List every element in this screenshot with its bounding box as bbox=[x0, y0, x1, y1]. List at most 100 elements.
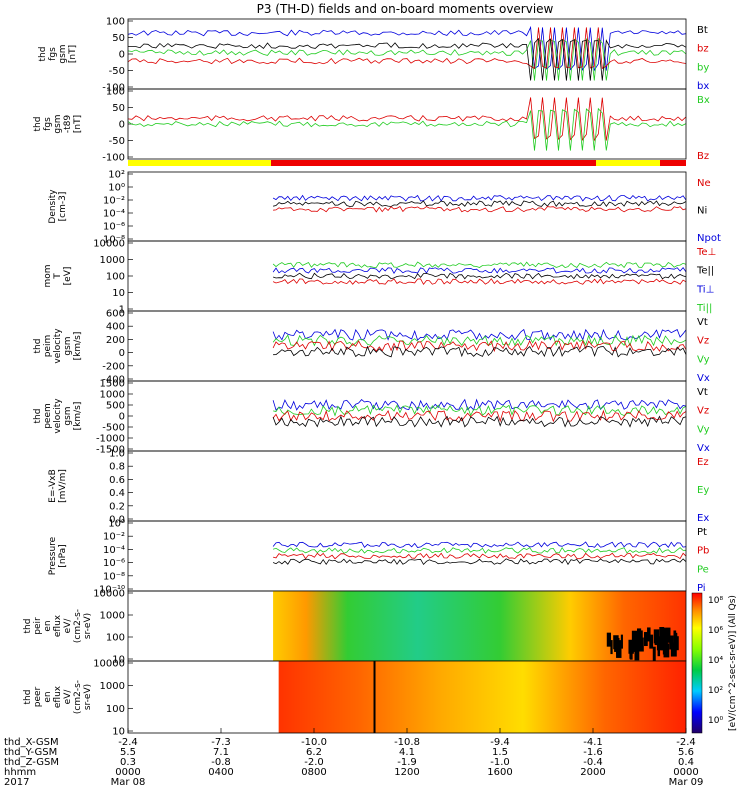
ytick-label: -1500 bbox=[96, 445, 125, 456]
ephemeris-value: 5.5 bbox=[120, 747, 136, 758]
spectrogram-gap bbox=[613, 635, 619, 650]
ytick-label: -100 bbox=[102, 83, 125, 94]
panel-peer: 10000 1000 100 10 thd peer en eflux eV/(cm2-s-sr… bbox=[23, 659, 687, 738]
xtick-label: 2000 bbox=[580, 767, 605, 778]
ylabel-line: [nT] bbox=[73, 115, 83, 133]
ylabel-line: mom bbox=[43, 264, 53, 287]
ephemeris-value: 0.4 bbox=[678, 757, 694, 768]
legend-Vx: Vx bbox=[697, 443, 710, 454]
ylabel-line: gsm bbox=[58, 44, 68, 63]
series-line bbox=[272, 194, 687, 202]
xtick-label: 0000 bbox=[673, 767, 698, 778]
series-line bbox=[272, 398, 687, 411]
panel-density: 10² 10⁰ 10⁻² 10⁻⁴ 10⁻⁶ 10⁻⁸ Density [cm-3] Ne Ni N… bbox=[48, 170, 721, 246]
legend-Vy: Vy bbox=[697, 354, 710, 365]
ylabel-line: [km/s] bbox=[73, 332, 83, 361]
ephemeris-value: -9.4 bbox=[490, 737, 510, 748]
ytick-label: 100 bbox=[106, 704, 125, 715]
ylabel-line: gsm bbox=[63, 336, 73, 355]
ylabel-line: thd bbox=[33, 117, 43, 132]
colorbar-tick: 10⁰ bbox=[708, 716, 723, 726]
ylabel-line: [nT] bbox=[68, 45, 78, 63]
spectrogram-gap bbox=[663, 643, 670, 658]
spectrogram-gap bbox=[652, 646, 656, 661]
legend-Npot: Npot bbox=[697, 233, 721, 244]
spectrogram-gap bbox=[660, 627, 666, 642]
ylabel-line: peim bbox=[43, 335, 53, 358]
legend-by: by bbox=[697, 62, 709, 73]
ylabel-line: sr-eV) bbox=[83, 613, 93, 639]
spectrogram-gap bbox=[373, 661, 376, 733]
ylabel-line: peem bbox=[43, 403, 53, 429]
panel-temp: 10000 1000 100 10 1 mom T [eV] Te⊥ Te|| Ti⊥ Ti|| bbox=[43, 239, 716, 316]
series-line bbox=[272, 328, 687, 341]
ytick-label: -50 bbox=[109, 136, 125, 147]
ytick-label: 200 bbox=[106, 335, 125, 346]
series-line bbox=[272, 541, 687, 548]
ytick-label: -400 bbox=[102, 375, 125, 386]
panel-peim_v: 600 400 200 0 -200 -400 thd peim velocity gsm [km/… bbox=[33, 309, 710, 386]
ytick-label: 400 bbox=[106, 322, 125, 333]
ytick-label: 10⁻¹⁰ bbox=[99, 585, 125, 596]
ytick-label: 100 bbox=[106, 272, 125, 283]
series-line bbox=[272, 552, 687, 560]
ytick-label: 10⁻⁶ bbox=[103, 222, 125, 233]
legend-Pt: Pt bbox=[697, 527, 707, 538]
ytick-label: 10⁻² bbox=[103, 532, 125, 543]
ephemeris-value: 1.5 bbox=[492, 747, 508, 758]
ylabel-line: eV/ bbox=[63, 689, 73, 705]
xtick-label: 0400 bbox=[208, 767, 233, 778]
ylabel-line: (cm2-s- bbox=[73, 609, 83, 643]
ytick-label: 1500 bbox=[100, 379, 125, 390]
series-line bbox=[127, 37, 687, 81]
series-line bbox=[272, 278, 687, 286]
ytick-label: -1000 bbox=[96, 434, 125, 445]
ephemeris-value: 0.3 bbox=[120, 757, 136, 768]
colorbar-tick: 10² bbox=[708, 686, 723, 696]
mode-bar-fast-late bbox=[660, 160, 686, 166]
ytick-label: 10 bbox=[112, 727, 125, 738]
panel-frame bbox=[127, 310, 687, 382]
spectrogram-gap bbox=[629, 644, 632, 659]
series-line bbox=[127, 37, 687, 81]
ytick-label: 50 bbox=[112, 103, 125, 114]
ephemeris-value: 6.2 bbox=[306, 747, 322, 758]
legend-Ex: Ex bbox=[697, 513, 709, 524]
panel-fgs: 100 50 0 -50 -100 thd fgs gsm [nT] Bt bz by bx bbox=[38, 17, 709, 94]
legend-Ne: Ne bbox=[697, 178, 711, 189]
panel-efield: 1.0 0.8 0.6 0.4 0.2 0.0 E=-VxB [mV/m] Ez Ey Ex bbox=[48, 449, 709, 526]
ytick-label: 600 bbox=[106, 309, 125, 320]
spectrogram-gap bbox=[638, 637, 644, 652]
ytick-label: 10⁻⁸ bbox=[103, 571, 125, 582]
series-line bbox=[272, 267, 687, 274]
ytick-label: 10⁻⁸ bbox=[103, 235, 125, 246]
ytick-label: 0 bbox=[119, 412, 125, 423]
ylabel-line: en bbox=[43, 620, 53, 631]
colorbar: 10⁸ 10⁶ 10⁴ 10² 10⁰ [eV/(cm^2-sec-sr-eV)] (A… bbox=[691, 592, 738, 734]
colorbar-tick: 10⁶ bbox=[708, 626, 723, 636]
ytick-label: 1.0 bbox=[109, 449, 125, 460]
ephemeris-value: -1.9 bbox=[397, 757, 417, 768]
spectrogram-gap bbox=[606, 632, 612, 647]
ytick-label: -100 bbox=[102, 153, 125, 164]
spectrogram-gap bbox=[616, 640, 622, 655]
legend-Vt: Vt bbox=[697, 387, 708, 398]
ylabel-line: velocity bbox=[53, 398, 63, 434]
ephemeris-value: 4.1 bbox=[399, 747, 415, 758]
ylabel-line: eV/ bbox=[63, 618, 73, 634]
series-line bbox=[127, 27, 687, 70]
ephemeris-value: -7.3 bbox=[211, 737, 231, 748]
colorbar-tick: 10⁸ bbox=[708, 596, 723, 606]
legend-Vx: Vx bbox=[697, 373, 710, 384]
panel-frame bbox=[127, 88, 687, 160]
legend-Vz: Vz bbox=[697, 336, 709, 347]
legend-Te⊥: Te⊥ bbox=[696, 247, 716, 258]
panel-frame bbox=[127, 450, 687, 522]
ytick-label: 100 bbox=[106, 633, 125, 644]
series-line bbox=[273, 345, 687, 358]
ylabel-line: [cm-3] bbox=[58, 192, 68, 222]
ytick-label: 10000 bbox=[93, 589, 125, 600]
panel-pressure: 10⁰ 10⁻² 10⁻⁴ 10⁻⁶ 10⁻⁸ 10⁻¹⁰ Pressure [nPa] Pt P… bbox=[48, 519, 709, 596]
